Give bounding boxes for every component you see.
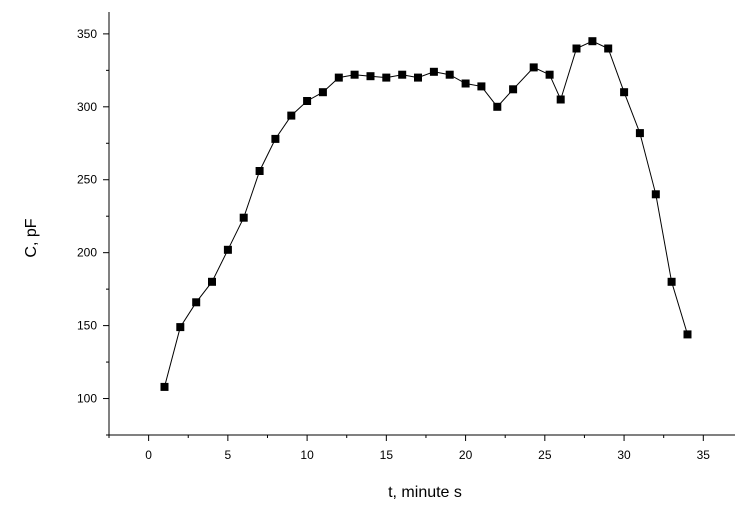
data-point-marker <box>303 97 312 105</box>
series-line <box>164 40 688 388</box>
x-tick-label: 30 <box>617 448 631 462</box>
y-tick-label: 350 <box>77 27 97 41</box>
data-point-marker <box>160 382 169 391</box>
data-point-marker <box>477 82 486 91</box>
data-point-marker <box>334 73 343 82</box>
data-point-marker <box>556 95 565 104</box>
data-point-marker <box>529 63 538 72</box>
data-point-marker <box>493 102 502 111</box>
data-point-marker <box>239 213 248 222</box>
data-point-marker <box>176 323 185 332</box>
data-point-marker <box>604 44 613 53</box>
x-tick-label: 20 <box>459 448 473 462</box>
data-point-marker <box>572 44 581 53</box>
x-axis-title: t, minute s <box>388 484 462 501</box>
data-point-marker <box>414 73 422 82</box>
data-point-marker <box>429 67 438 76</box>
data-point-marker <box>545 70 554 79</box>
data-point-marker <box>382 73 391 82</box>
axes <box>108 12 735 436</box>
data-point-marker <box>445 70 454 79</box>
data-point-marker <box>192 298 201 307</box>
data-point-marker <box>223 245 232 254</box>
data-point-marker <box>588 37 597 46</box>
y-tick-label: 250 <box>77 173 97 187</box>
y-tick-label: 100 <box>77 392 97 406</box>
x-tick-label: 15 <box>380 448 394 462</box>
y-axis-title: C, pF <box>23 218 40 257</box>
y-tick-label: 300 <box>77 100 97 114</box>
y-tick-label: 150 <box>77 319 97 333</box>
data-point-marker <box>208 277 216 286</box>
ticks: 0 5 10 15 20 25 30 35 100 150 200 250 300 350 <box>77 27 710 462</box>
data-point-marker <box>683 330 692 339</box>
data-point-marker <box>509 85 518 94</box>
x-tick-label: 5 <box>225 448 232 462</box>
data-point-marker <box>620 88 629 97</box>
data-point-marker <box>271 134 280 143</box>
x-tick-label: 35 <box>697 448 711 462</box>
y-tick-label: 200 <box>77 246 97 260</box>
x-tick-label: 10 <box>300 448 314 462</box>
data-point-marker <box>350 70 359 79</box>
data-point-marker <box>651 190 660 199</box>
data-point-marker <box>255 167 264 175</box>
data-point-marker <box>461 79 470 88</box>
data-point-marker <box>287 111 296 120</box>
data-series <box>160 37 692 391</box>
data-point-marker <box>635 129 644 138</box>
data-point-marker <box>398 70 407 79</box>
data-point-marker <box>667 277 676 286</box>
x-tick-label: 25 <box>538 448 552 462</box>
x-tick-label: 0 <box>145 448 152 462</box>
data-point-marker <box>366 72 375 81</box>
data-point-marker <box>318 88 327 97</box>
